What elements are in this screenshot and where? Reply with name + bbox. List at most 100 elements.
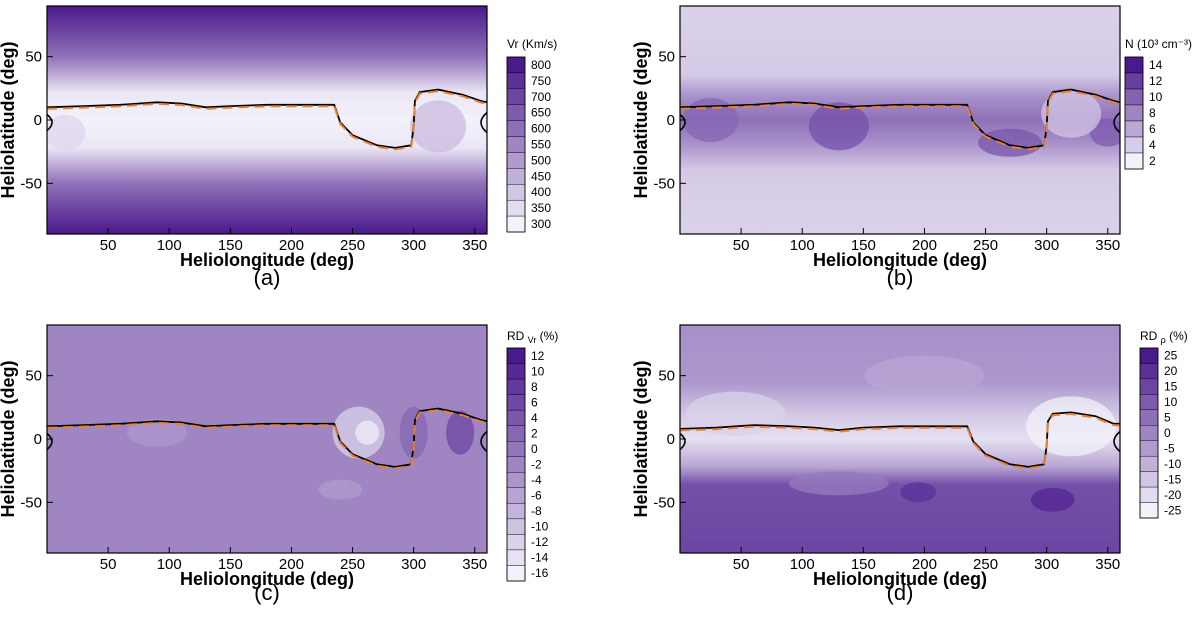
x-tick-label: 100 xyxy=(790,237,815,254)
field-feature xyxy=(446,410,475,455)
colorbar-title-sub: Vr xyxy=(528,335,537,345)
colorbar-swatch xyxy=(506,56,526,74)
hcs-dashed-line xyxy=(47,90,487,151)
colorbar-tick-label: 600 xyxy=(531,122,551,136)
colorbar-swatch xyxy=(506,215,526,233)
colorbar-tick-label: -5 xyxy=(1164,441,1175,455)
x-tick-label: 350 xyxy=(1095,556,1120,573)
colorbar-swatch xyxy=(506,168,526,185)
colorbar-swatch xyxy=(506,518,526,535)
colorbar-tick-label: 300 xyxy=(531,217,551,231)
colorbar-tick-label: -15 xyxy=(1164,472,1182,486)
colorbar-swatch xyxy=(506,199,526,217)
x-tick-label: 250 xyxy=(973,556,998,573)
colorbar-title-unit: (%) xyxy=(536,329,558,343)
colorbar-tick-label: -2 xyxy=(531,458,542,472)
colorbar-title: RD Vr (%) xyxy=(507,329,558,345)
colorbar-frame xyxy=(1139,347,1159,519)
colorbar-tick-label: 10 xyxy=(1164,395,1178,409)
colorbar-swatch xyxy=(506,152,526,169)
colorbar-swatch xyxy=(1124,104,1144,122)
colorbar-tick-label: 500 xyxy=(531,153,551,167)
x-tick-label: 200 xyxy=(912,556,937,573)
hcs-dashed-line xyxy=(680,90,1120,151)
colorbar-swatch xyxy=(1139,440,1159,457)
colorbar-swatch xyxy=(1139,455,1159,472)
colorbar-swatch xyxy=(506,549,526,566)
colorbar-tick-label: 750 xyxy=(531,74,551,88)
colorbar-swatch xyxy=(506,441,526,457)
field-feature xyxy=(682,98,739,142)
x-tick-label: 350 xyxy=(462,237,487,254)
x-tick-label: 250 xyxy=(340,556,365,573)
x-tick-label: 100 xyxy=(157,556,182,573)
colorbar-frame xyxy=(1124,56,1144,170)
colorbar-tick-label: 0 xyxy=(531,442,538,456)
colorbar-frame xyxy=(506,56,526,233)
y-tick-label: -50 xyxy=(653,175,675,192)
edge-contour-right xyxy=(480,430,487,453)
hcs-dashed-line xyxy=(680,412,1120,470)
edge-contour-right xyxy=(1113,430,1120,453)
x-tick-label: 150 xyxy=(218,237,243,254)
y-tick-label: 50 xyxy=(658,49,675,66)
colorbar-tick-label: 12 xyxy=(531,349,545,363)
panel-1: 50 100 150 200 250 300 350 50 0 -50 Heliolongitude… xyxy=(631,5,1192,290)
colorbar-title-unit: (%) xyxy=(1166,329,1188,343)
x-tick-label: 100 xyxy=(790,556,815,573)
x-tick-label: 50 xyxy=(100,556,117,573)
colorbar-tick-label: -14 xyxy=(531,551,549,565)
field-feature xyxy=(410,100,467,153)
x-tick-label: 200 xyxy=(912,237,937,254)
hcs-dashed-line xyxy=(47,409,487,470)
y-axis-label: Heliolatitude (deg) xyxy=(631,41,651,198)
x-tick-label: 150 xyxy=(218,556,243,573)
colorbar-swatch xyxy=(506,347,526,364)
colorbar-title: N (10³ cm⁻³) xyxy=(1125,37,1192,51)
field-feature xyxy=(1030,487,1075,512)
colorbar-tick-label: 12 xyxy=(1149,74,1163,88)
colorbar-swatch xyxy=(506,394,526,411)
x-tick-label: 300 xyxy=(1034,237,1059,254)
field-feature xyxy=(788,471,889,496)
field-layer xyxy=(47,6,487,234)
panel-0: 50 100 150 200 250 300 350500-50Heliolongitude… xyxy=(0,5,557,290)
x-axis-label: Heliolongitude (deg) xyxy=(180,569,354,589)
colorbar-title-sub: ρ xyxy=(1161,335,1166,345)
field-feature xyxy=(978,128,1042,157)
colorbar-title: RD ρ (%) xyxy=(1140,329,1188,345)
y-tick-label: 0 xyxy=(667,431,675,448)
colorbar-swatch xyxy=(1139,378,1159,395)
y-axis-label: Heliolatitude (deg) xyxy=(0,41,18,198)
colorbar-tick-label: -12 xyxy=(531,535,549,549)
colorbar-tick-label: 8 xyxy=(531,380,538,394)
x-tick-label: 350 xyxy=(462,556,487,573)
x-axis-label: Heliolongitude (deg) xyxy=(813,569,987,589)
colorbar-tick-label: -16 xyxy=(531,566,549,580)
y-tick-label: -50 xyxy=(20,175,42,192)
panel-label: (b) xyxy=(887,265,914,290)
colorbar-swatch xyxy=(506,378,526,395)
colorbar-swatch xyxy=(506,409,526,426)
colorbar-tick-label: 400 xyxy=(531,185,551,199)
edge-contour-right xyxy=(1113,111,1120,134)
y-tick-label: -50 xyxy=(653,494,675,511)
y-axis-label: Heliolatitude (deg) xyxy=(0,360,18,517)
x-tick-label: 50 xyxy=(733,237,750,254)
edge-contour-left xyxy=(47,432,53,451)
colorbar-swatch xyxy=(506,88,526,105)
colorbar-tick-label: 8 xyxy=(1149,106,1156,120)
colorbar-swatch xyxy=(506,472,526,488)
colorbar-title: Vr (Km/s) xyxy=(507,37,557,51)
colorbar-tick-label: 350 xyxy=(531,201,551,215)
x-axis-label: Heliolongitude (deg) xyxy=(180,250,354,270)
colorbar-swatch xyxy=(1124,152,1144,170)
colorbar-swatch xyxy=(506,184,526,201)
x-tick-label: 350 xyxy=(1095,237,1120,254)
colorbar-swatch xyxy=(1139,471,1159,488)
y-tick-label: 0 xyxy=(667,112,675,129)
panel-2: 50 100 150 200 250 300 350500-50Heliolongitude… xyxy=(0,324,558,605)
